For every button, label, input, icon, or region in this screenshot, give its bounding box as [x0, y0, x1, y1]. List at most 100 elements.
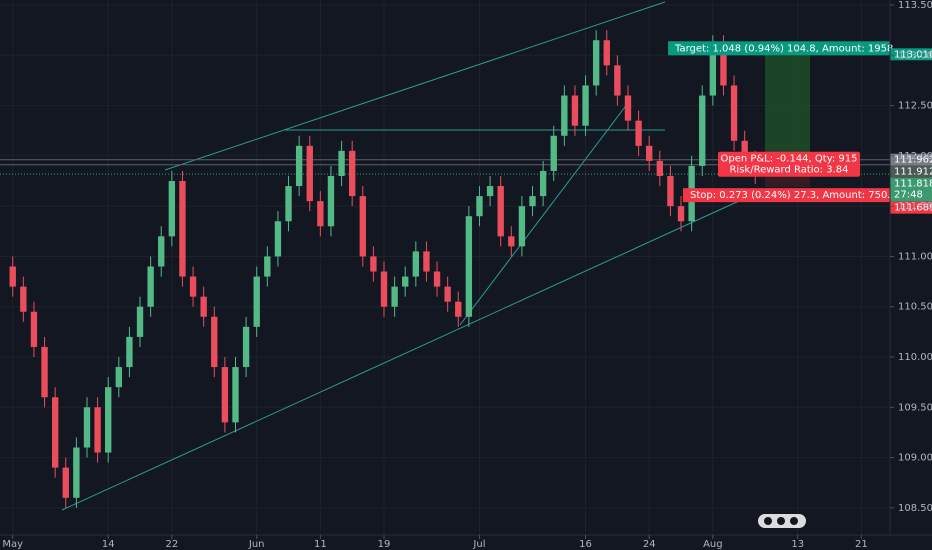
candle-body: [264, 256, 271, 277]
candle-body: [30, 311, 38, 347]
candle-body: [136, 306, 144, 337]
candle-body: [529, 196, 536, 207]
price-tag-label: 111.689: [894, 203, 932, 214]
x-tick-label: Aug: [703, 539, 723, 550]
y-tick-label: 109.000: [898, 453, 932, 464]
candle-body: [433, 271, 441, 287]
x-tick-label: 11: [314, 539, 327, 550]
candle-body: [158, 236, 165, 267]
logo-dot: [764, 517, 772, 525]
candle-body: [709, 45, 717, 96]
candle-body: [720, 45, 727, 86]
candle-body: [221, 367, 229, 423]
price-tag: [890, 153, 932, 166]
candle-body: [179, 181, 186, 277]
price-tag-label: 111.818: [894, 179, 932, 190]
target-label: Target: 1.048 (0.94%) 104.8, Amount: 195…: [674, 43, 897, 54]
x-tick-label: Jun: [248, 539, 265, 550]
candle-body: [348, 150, 356, 197]
candle-body: [338, 150, 345, 176]
candle-body: [211, 316, 218, 368]
y-tick-label: 111.500: [898, 201, 932, 212]
candle-body: [126, 336, 133, 368]
price-tag-label: 111.912: [894, 167, 932, 178]
candle-body: [83, 407, 91, 448]
stop-label: Stop: 0.273 (0.24%) 27.3, Amount: 750.2: [690, 190, 897, 201]
candle-body: [699, 95, 706, 166]
candle-body: [508, 236, 515, 247]
candle-body: [20, 286, 27, 312]
price-tag-label: 111.962: [894, 155, 932, 166]
y-tick-label: 110.500: [898, 302, 932, 313]
candle-body: [677, 206, 685, 222]
candle-body: [274, 221, 282, 257]
price-tag: [890, 48, 932, 61]
candle-body: [571, 95, 579, 126]
x-tick-label: 14: [102, 539, 115, 550]
y-tick-label: 110.000: [898, 352, 932, 363]
candle-body: [391, 286, 398, 307]
candle-body: [582, 85, 589, 126]
candle-body: [200, 296, 207, 317]
candle-body: [561, 95, 568, 136]
candle-body: [380, 271, 388, 307]
y-tick-label: 113.000: [898, 50, 932, 61]
candle-body: [455, 301, 462, 317]
candle-body: [656, 160, 663, 176]
candle-body: [147, 266, 154, 307]
x-tick-label: Jul: [472, 539, 485, 550]
candle-body: [518, 206, 526, 247]
candle-body: [189, 276, 197, 297]
candle-body: [168, 181, 176, 237]
candle-body: [550, 135, 557, 171]
stop-label-box: [683, 188, 890, 203]
candle-body: [412, 251, 420, 277]
x-tick-label: 16: [579, 539, 592, 550]
ratio-label: Risk/Reward Ratio: 3.84: [729, 165, 848, 176]
trend-line: [61, 195, 751, 511]
candle-body: [592, 40, 600, 86]
drawings: [61, 1, 751, 511]
candle-body: [730, 85, 738, 141]
candle-body: [306, 145, 313, 202]
candle-body: [667, 175, 674, 207]
candle-body: [402, 276, 409, 287]
price-tag-label: 113.010: [894, 49, 932, 60]
candle-body: [486, 186, 494, 197]
candle-body: [242, 326, 250, 368]
candle-body: [253, 276, 260, 327]
candle-body: [62, 467, 69, 498]
y-tick-label: 111.000: [898, 251, 932, 262]
candle-body: [232, 367, 239, 423]
candle-body: [465, 216, 473, 317]
candle-body: [539, 170, 547, 197]
candle-body: [444, 286, 451, 302]
price-tag: [890, 201, 932, 214]
candle-body: [614, 65, 621, 96]
candle-body: [635, 120, 642, 146]
y-tick-label: 113.500: [898, 0, 932, 11]
x-tick-label: 24: [643, 539, 656, 550]
overlay: Target: 1.048 (0.94%) 104.8, Amount: 195…: [668, 41, 932, 214]
candle-body: [73, 447, 80, 498]
candle-body: [741, 140, 748, 161]
candle-body: [603, 40, 610, 66]
candle-body: [327, 175, 335, 227]
candle-body: [646, 145, 653, 161]
candle-body: [9, 266, 16, 287]
candle-body: [497, 186, 504, 237]
target-label-box: [668, 41, 890, 56]
x-tick-label: 13: [791, 539, 804, 550]
y-tick-label: 109.500: [898, 402, 932, 413]
pnl-box: [718, 151, 860, 177]
price-tag: [890, 177, 932, 202]
price-tag: [890, 165, 932, 178]
trend-line: [164, 1, 666, 171]
candle-body: [105, 387, 112, 453]
y-tick-label: 112.000: [898, 151, 932, 162]
logo-dot: [790, 517, 798, 525]
logo-dot: [777, 517, 785, 525]
